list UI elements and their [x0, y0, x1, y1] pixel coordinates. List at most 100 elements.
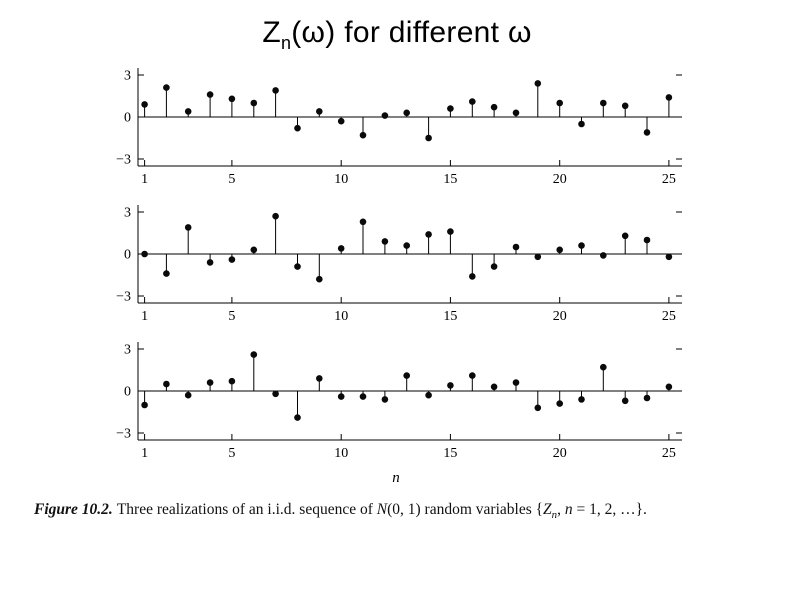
caption-text-4: = 1, 2, …}. — [572, 501, 647, 518]
svg-text:0: 0 — [124, 248, 131, 263]
data-point — [359, 131, 367, 139]
caption-math-Z-sub: n — [551, 509, 558, 522]
slide: Zn(ω) for different ω 3 0 −3 1 5 10 15 20 25 3 0−… — [0, 16, 794, 611]
data-point — [381, 396, 389, 403]
data-point — [534, 404, 542, 412]
data-point — [447, 228, 454, 235]
svg-text:1: 1 — [141, 446, 148, 461]
data-point — [578, 242, 585, 249]
data-point — [272, 87, 279, 94]
data-point — [556, 400, 563, 407]
svg-text:25: 25 — [662, 172, 676, 187]
data-point — [316, 275, 323, 283]
data-point — [600, 99, 607, 107]
data-point — [425, 391, 432, 399]
caption-math-N: N — [376, 501, 388, 518]
data-point — [184, 391, 192, 399]
data-point — [294, 414, 301, 421]
data-point — [621, 232, 629, 240]
data-point — [490, 103, 498, 111]
data-point — [556, 99, 563, 107]
data-point — [534, 253, 542, 261]
data-point — [272, 212, 279, 220]
data-point — [206, 379, 214, 386]
slide-title: Zn(ω) for different ω — [0, 16, 794, 54]
data-point — [228, 377, 236, 385]
svg-text:−3: −3 — [116, 427, 131, 442]
data-point — [141, 401, 148, 409]
stem-plot-realization-3: 30−31 5 10 15 20 25 — [116, 342, 682, 461]
data-point — [141, 101, 148, 108]
caption-text-1: Three realizations of an i.i.d. sequence… — [116, 501, 377, 518]
svg-text:20: 20 — [553, 446, 567, 461]
data-point — [469, 273, 476, 280]
svg-text:5: 5 — [228, 446, 235, 461]
svg-text:15: 15 — [443, 172, 457, 187]
data-point — [425, 231, 432, 238]
data-point — [228, 256, 236, 263]
data-point — [228, 95, 236, 103]
data-point — [512, 379, 520, 386]
data-point — [337, 117, 345, 125]
data-point — [469, 372, 476, 379]
data-point — [490, 263, 498, 270]
svg-text:20: 20 — [553, 309, 567, 324]
svg-text:3: 3 — [124, 69, 131, 84]
x-axis-label: n — [392, 470, 400, 486]
svg-text:20: 20 — [553, 172, 567, 187]
data-point — [184, 108, 192, 115]
data-point — [643, 236, 651, 244]
data-point — [206, 91, 214, 98]
svg-text:−3: −3 — [116, 153, 131, 168]
svg-text:10: 10 — [334, 446, 348, 461]
data-point — [337, 245, 345, 252]
svg-text:5: 5 — [228, 309, 235, 324]
data-point — [359, 218, 367, 226]
svg-text:1: 1 — [141, 172, 148, 187]
svg-text:25: 25 — [662, 446, 676, 461]
title-z: Z — [262, 16, 281, 49]
data-point — [294, 263, 301, 270]
data-point — [141, 250, 148, 258]
svg-text:−3: −3 — [116, 290, 131, 305]
data-point — [403, 109, 411, 117]
data-point — [643, 394, 651, 402]
data-point — [512, 109, 520, 117]
data-point — [403, 242, 411, 249]
data-point — [490, 383, 498, 391]
data-point — [163, 84, 170, 91]
data-point — [578, 396, 585, 403]
data-point — [665, 253, 673, 261]
data-point — [316, 108, 323, 115]
caption-text-3: , — [557, 501, 565, 518]
svg-text:25: 25 — [662, 309, 676, 324]
data-point — [381, 112, 389, 119]
data-point — [272, 390, 279, 398]
data-point — [250, 351, 258, 358]
data-point — [163, 270, 170, 277]
data-point — [600, 363, 607, 371]
caption-math-Z: Z — [543, 501, 552, 518]
data-point — [381, 238, 389, 245]
svg-text:10: 10 — [334, 309, 348, 324]
svg-text:1: 1 — [141, 309, 148, 324]
data-point — [556, 246, 563, 254]
svg-text:3: 3 — [124, 343, 131, 358]
data-point — [250, 246, 258, 254]
data-point — [447, 382, 454, 389]
data-point — [163, 380, 170, 388]
data-point — [359, 393, 367, 400]
data-point — [403, 372, 411, 379]
data-point — [600, 252, 607, 259]
data-point — [665, 383, 673, 391]
data-point — [578, 120, 585, 128]
data-point — [621, 102, 629, 110]
svg-text:15: 15 — [443, 446, 457, 461]
svg-text:10: 10 — [334, 172, 348, 187]
svg-text:5: 5 — [228, 172, 235, 187]
figure: 3 0 −3 1 5 10 15 20 25 3 0 −3 1 5 10 15 20 25 3 0 −3 1 5 10 15… — [96, 62, 794, 487]
caption-label: Figure 10.2. — [34, 501, 113, 518]
title-rest: (ω) for different ω — [291, 16, 532, 49]
svg-text:3: 3 — [124, 206, 131, 221]
data-point — [206, 259, 214, 266]
